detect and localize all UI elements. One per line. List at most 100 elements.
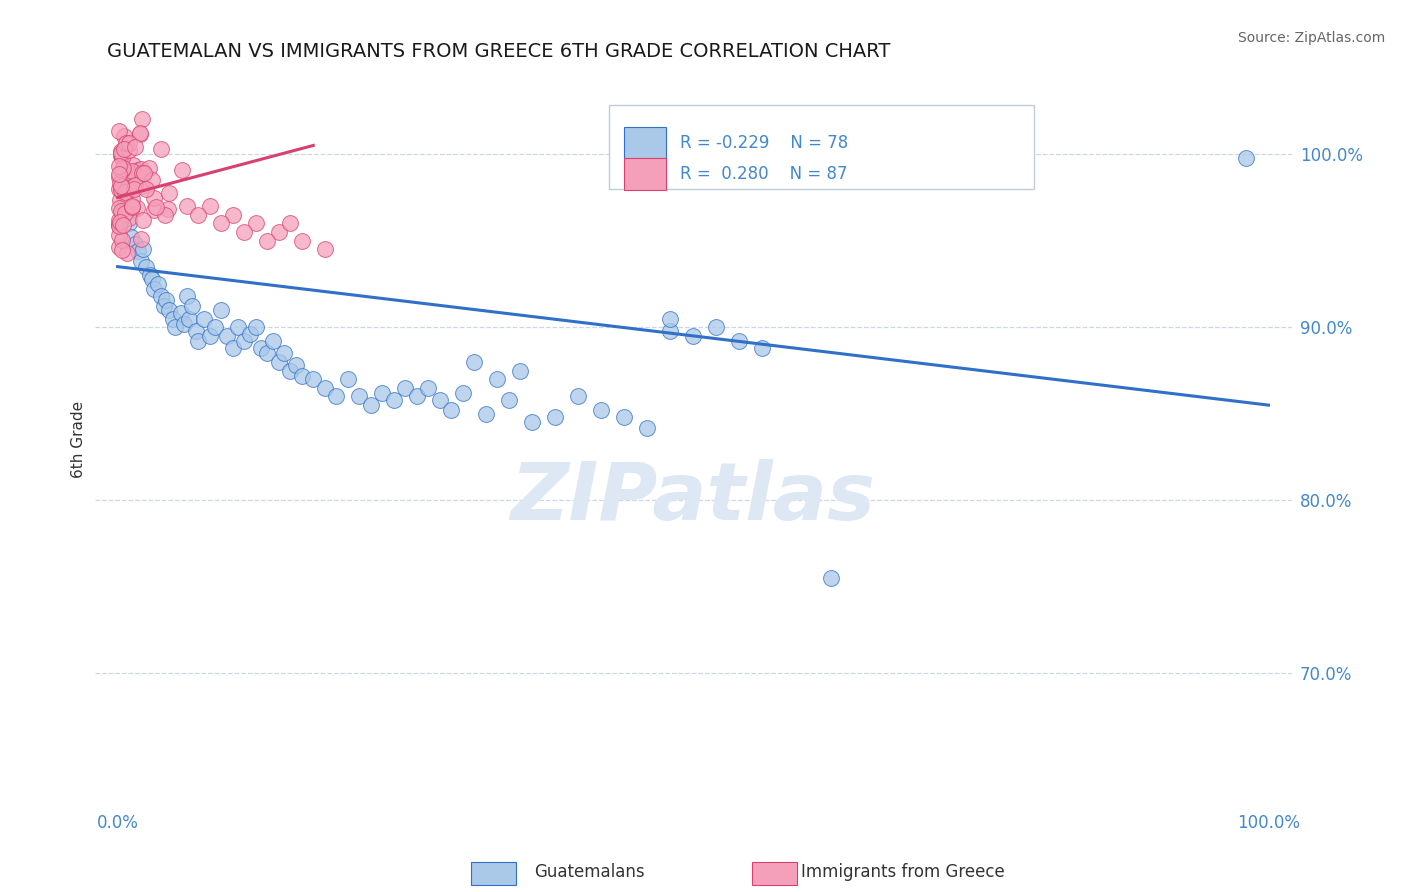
Point (155, 293, 177, 307)
Point (273, 346, 295, 360)
Point (682, 329, 704, 343)
Point (135, 182, 157, 196)
Point (204, 320, 226, 334)
Text: ZIPatlas: ZIPatlas (510, 458, 876, 537)
Point (131, 166, 153, 180)
Point (589, 403, 612, 417)
Point (121, 199, 143, 213)
Point (114, 186, 136, 200)
Point (371, 386, 394, 401)
Point (129, 231, 152, 245)
Point (110, 203, 132, 218)
Point (349, 389, 371, 403)
Point (139, 268, 162, 283)
Point (156, 202, 179, 216)
Point (302, 372, 325, 386)
Point (108, 227, 131, 242)
Point (636, 420, 658, 434)
Point (262, 334, 284, 348)
Point (209, 216, 232, 230)
Point (107, 168, 129, 182)
Point (187, 208, 209, 222)
Point (382, 392, 405, 407)
Point (110, 178, 132, 193)
Point (486, 372, 509, 386)
Text: Immigrants from Greece: Immigrants from Greece (801, 863, 1005, 881)
Point (117, 136, 139, 151)
Point (509, 363, 531, 377)
Point (215, 329, 238, 343)
Point (135, 260, 157, 274)
Point (132, 166, 155, 180)
Point (141, 271, 163, 285)
Point (173, 317, 195, 331)
Point (114, 197, 136, 211)
Point (108, 182, 131, 196)
Point (110, 146, 132, 161)
Point (143, 203, 166, 218)
Point (177, 311, 200, 326)
Point (209, 302, 232, 317)
Point (181, 300, 204, 314)
Point (418, 381, 440, 395)
Point (131, 213, 153, 227)
Point (127, 244, 149, 258)
Point (405, 389, 427, 403)
Point (114, 206, 136, 220)
Text: Guatemalans: Guatemalans (534, 863, 645, 881)
Point (111, 205, 134, 219)
Point (124, 140, 146, 154)
Point (125, 201, 148, 215)
Point (176, 289, 198, 303)
Point (117, 202, 139, 217)
Point (118, 183, 141, 197)
Point (150, 142, 173, 156)
Point (440, 403, 463, 417)
Point (314, 381, 336, 395)
Point (117, 180, 139, 194)
Point (110, 149, 132, 163)
Point (184, 324, 207, 338)
Point (567, 389, 589, 403)
Point (659, 311, 682, 326)
Point (451, 386, 474, 401)
Point (115, 170, 138, 185)
Point (520, 416, 543, 430)
Point (115, 198, 138, 212)
Point (122, 158, 145, 172)
Point (245, 320, 267, 334)
FancyBboxPatch shape (624, 127, 665, 159)
Point (198, 329, 221, 343)
Point (124, 182, 146, 196)
Point (314, 243, 336, 257)
Point (751, 341, 773, 355)
Point (110, 144, 132, 158)
Point (613, 410, 636, 425)
Point (120, 230, 142, 244)
FancyBboxPatch shape (609, 105, 1035, 189)
Point (128, 126, 150, 140)
Point (150, 289, 173, 303)
Text: GUATEMALAN VS IMMIGRANTS FROM GREECE 6TH GRADE CORRELATION CHART: GUATEMALAN VS IMMIGRANTS FROM GREECE 6TH… (107, 42, 890, 61)
Point (138, 161, 160, 175)
Point (325, 389, 347, 403)
Point (124, 178, 146, 192)
Point (291, 234, 314, 248)
Point (124, 237, 146, 252)
Point (155, 208, 177, 222)
Point (108, 176, 131, 190)
Point (256, 346, 278, 360)
Point (107, 217, 129, 231)
Point (115, 246, 138, 260)
Point (187, 334, 209, 348)
Point (146, 277, 169, 291)
Point (228, 320, 250, 334)
Point (127, 163, 149, 178)
Point (107, 240, 129, 254)
Point (131, 178, 153, 193)
Point (121, 192, 143, 206)
Point (221, 208, 243, 222)
Point (360, 398, 382, 412)
Point (165, 320, 187, 334)
Text: Source: ZipAtlas.com: Source: ZipAtlas.com (1237, 31, 1385, 45)
